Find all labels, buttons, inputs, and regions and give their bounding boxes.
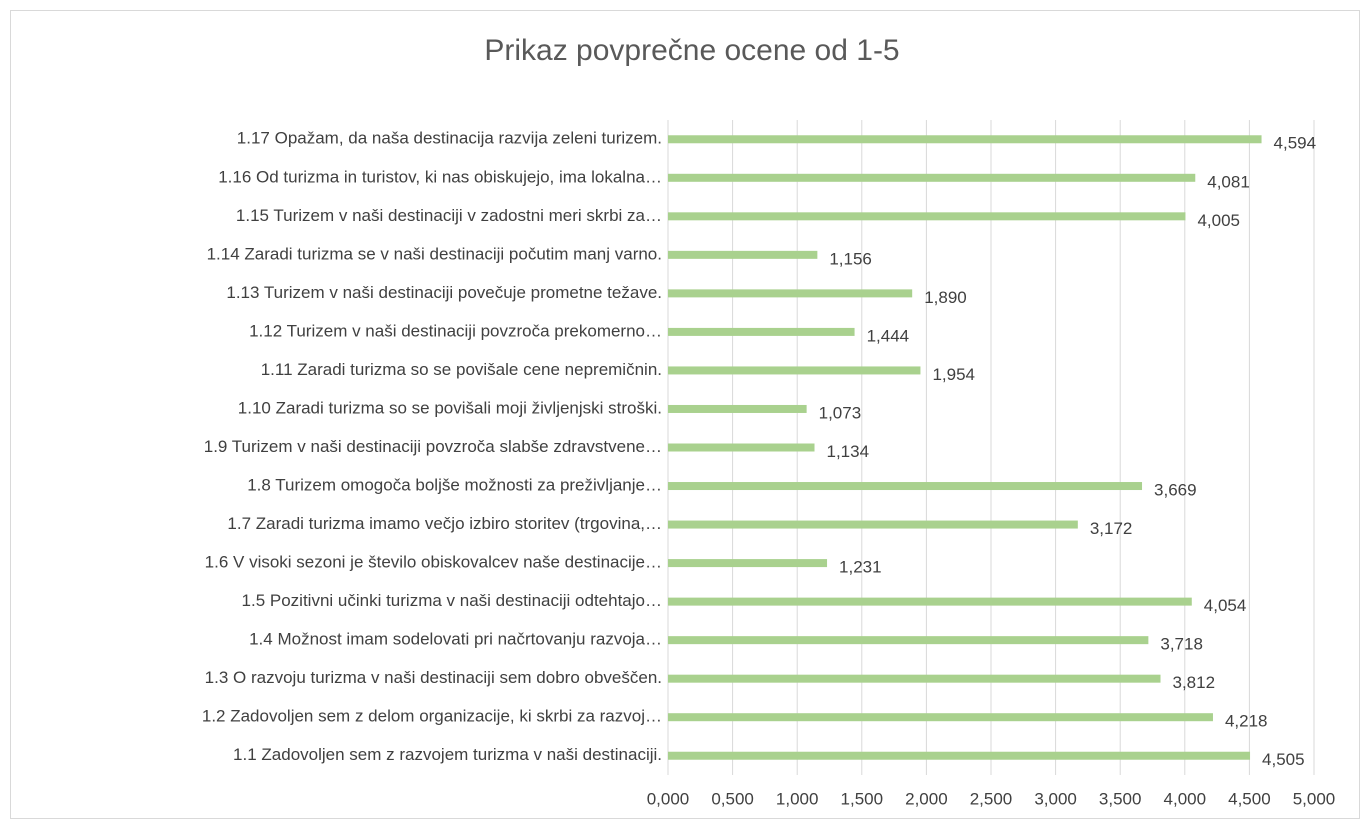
value-label: 4,054 xyxy=(1204,596,1247,615)
bar xyxy=(668,713,1213,722)
value-label: 3,812 xyxy=(1173,673,1216,692)
bar xyxy=(668,135,1262,144)
chart-border xyxy=(10,10,1360,819)
value-label: 1,156 xyxy=(829,249,872,268)
value-label: 4,594 xyxy=(1274,134,1317,153)
x-tick-label: 4,000 xyxy=(1164,789,1207,808)
y-tick-label: 1.9 Turizem v naši destinaciji povzroča … xyxy=(204,437,662,456)
x-tick-label: 3,000 xyxy=(1034,789,1077,808)
bar xyxy=(668,173,1196,182)
bar xyxy=(668,250,818,259)
y-tick-label: 1.11 Zaradi turizma so se povišale cene … xyxy=(261,360,662,379)
value-label: 4,081 xyxy=(1207,172,1250,191)
value-label: 3,669 xyxy=(1154,481,1197,500)
value-label: 4,505 xyxy=(1262,750,1305,769)
y-tick-label: 1.5 Pozitivni učinki turizma v naši dest… xyxy=(242,591,662,610)
bar xyxy=(668,443,815,452)
y-tick-label: 1.14 Zaradi turizma se v naši destinacij… xyxy=(207,244,662,263)
bar xyxy=(668,674,1161,683)
x-tick-label: 2,500 xyxy=(970,789,1013,808)
y-tick-label: 1.10 Zaradi turizma so se povišali moji … xyxy=(238,398,662,417)
bar xyxy=(668,636,1149,645)
chart-title: Prikaz povprečne ocene od 1-5 xyxy=(484,34,899,67)
bar xyxy=(668,520,1078,529)
y-tick-label: 1.3 O razvoju turizma v naši destinaciji… xyxy=(205,668,662,687)
x-tick-label: 3,500 xyxy=(1099,789,1142,808)
y-tick-label: 1.12 Turizem v naši destinaciji povzroča… xyxy=(249,321,662,340)
x-tick-label: 0,500 xyxy=(711,789,754,808)
bar xyxy=(668,289,913,298)
bar xyxy=(668,366,921,375)
bar xyxy=(668,212,1186,221)
value-label: 4,218 xyxy=(1225,712,1268,731)
value-label: 1,073 xyxy=(819,403,862,422)
y-tick-label: 1.4 Možnost imam sodelovati pri načrtova… xyxy=(249,630,662,649)
value-label: 3,718 xyxy=(1160,635,1203,654)
value-label: 3,172 xyxy=(1090,519,1133,538)
bar xyxy=(668,482,1143,491)
x-tick-label: 5,000 xyxy=(1293,789,1336,808)
bar xyxy=(668,597,1192,606)
bar xyxy=(668,751,1251,760)
value-label: 1,890 xyxy=(924,288,967,307)
y-tick-label: 1.8 Turizem omogoča boljše možnosti za p… xyxy=(247,476,662,495)
y-tick-label: 1.2 Zadovoljen sem z delom organizacije,… xyxy=(202,707,662,726)
x-tick-label: 4,500 xyxy=(1228,789,1271,808)
y-tick-label: 1.6 V visoki sezoni je število obiskoval… xyxy=(205,553,662,572)
x-tick-label: 0,000 xyxy=(647,789,690,808)
value-label: 1,954 xyxy=(932,365,975,384)
bar xyxy=(668,327,855,336)
x-tick-label: 1,000 xyxy=(776,789,819,808)
y-tick-label: 1.7 Zaradi turizma imamo večjo izbiro st… xyxy=(227,514,662,533)
y-tick-label: 1.13 Turizem v naši destinaciji povečuje… xyxy=(226,283,662,302)
bar xyxy=(668,404,807,413)
y-tick-label: 1.1 Zadovoljen sem z razvojem turizma v … xyxy=(233,745,662,764)
value-label: 4,005 xyxy=(1197,211,1240,230)
value-label: 1,231 xyxy=(839,558,882,577)
y-tick-label: 1.15 Turizem v naši destinaciji v zadost… xyxy=(236,206,662,225)
value-label: 1,444 xyxy=(867,326,910,345)
x-tick-label: 2,000 xyxy=(905,789,948,808)
x-tick-label: 1,500 xyxy=(841,789,884,808)
bar xyxy=(668,559,828,568)
y-tick-label: 1.16 Od turizma in turistov, ki nas obis… xyxy=(218,167,662,186)
y-tick-label: 1.17 Opažam, da naša destinacija razvija… xyxy=(237,129,662,148)
value-label: 1,134 xyxy=(827,442,870,461)
